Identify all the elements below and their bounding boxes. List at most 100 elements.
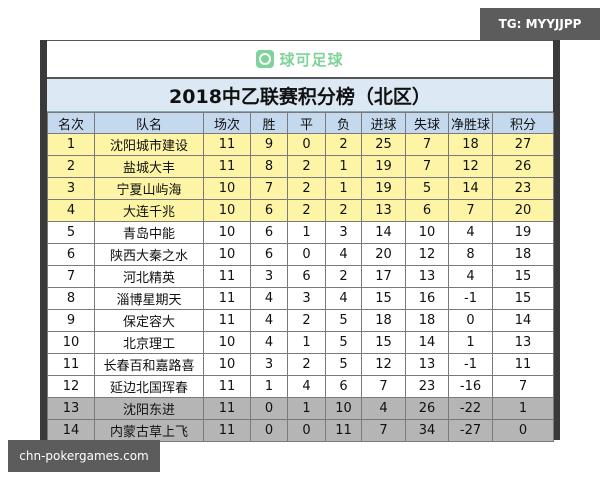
cell-team: 长春百和嘉路喜 <box>94 353 204 376</box>
table-row: 6 陕西大秦之水 10 6 0 4 20 12 8 18 <box>47 243 554 266</box>
table-row: 1 沈阳城市建设 11 9 0 2 25 7 18 27 <box>47 133 554 156</box>
cell-rank: 7 <box>47 265 95 288</box>
cell-goal-diff: 1 <box>448 331 493 354</box>
cell-wins: 7 <box>250 177 288 200</box>
cell-rank: 14 <box>47 419 95 442</box>
cell-team: 淄博星期天 <box>94 287 204 310</box>
cell-losses: 4 <box>325 287 362 310</box>
cell-draws: 2 <box>287 177 326 200</box>
cell-wins: 3 <box>250 353 288 376</box>
col-points: 积分 <box>492 112 554 134</box>
cell-goal-diff: -22 <box>448 397 493 420</box>
cell-losses: 5 <box>325 309 362 332</box>
cell-goal-diff: 0 <box>448 309 493 332</box>
cell-points: 11 <box>492 353 554 376</box>
cell-losses: 1 <box>325 177 362 200</box>
cell-wins: 4 <box>250 287 288 310</box>
cell-goal-diff: 4 <box>448 265 493 288</box>
cell-rank: 2 <box>47 155 95 178</box>
cell-draws: 2 <box>287 309 326 332</box>
header-row: 名次 队名 场次 胜 平 负 进球 失球 净胜球 积分 <box>47 112 554 134</box>
standings-table: 名次 队名 场次 胜 平 负 进球 失球 净胜球 积分 1 沈阳城市建设 11 9 0 2… <box>47 112 554 442</box>
cell-rank: 12 <box>47 375 95 398</box>
cell-team: 河北精英 <box>94 265 204 288</box>
cell-wins: 4 <box>250 309 288 332</box>
col-played: 场次 <box>203 112 251 134</box>
cell-played: 10 <box>203 243 251 266</box>
cell-team: 保定容大 <box>94 309 204 332</box>
cell-goals-against: 16 <box>405 287 449 310</box>
cell-points: 20 <box>492 199 554 222</box>
standings-card: 球可足球 2018中乙联赛积分榜（北区） 名次 队名 场次 胜 平 负 进球 失… <box>47 40 554 442</box>
cell-goals-against: 5 <box>405 177 449 200</box>
col-rank: 名次 <box>47 112 95 134</box>
cell-points: 15 <box>492 265 554 288</box>
cell-losses: 2 <box>325 133 362 156</box>
table-row: 4 大连千兆 10 6 2 2 13 6 7 20 <box>47 199 554 222</box>
table-row: 10 北京理工 10 4 1 5 15 14 1 13 <box>47 331 554 354</box>
watermark-site: chn-pokergames.com <box>8 440 160 472</box>
cell-played: 11 <box>203 375 251 398</box>
cell-played: 10 <box>203 221 251 244</box>
cell-played: 10 <box>203 177 251 200</box>
cell-losses: 4 <box>325 243 362 266</box>
logo-bar: 球可足球 <box>47 41 553 79</box>
cell-losses: 3 <box>325 221 362 244</box>
cell-draws: 2 <box>287 353 326 376</box>
cell-losses: 11 <box>325 419 362 442</box>
cell-points: 13 <box>492 331 554 354</box>
cell-goals-against: 23 <box>405 375 449 398</box>
cell-losses: 2 <box>325 199 362 222</box>
cell-played: 10 <box>203 199 251 222</box>
cell-points: 15 <box>492 287 554 310</box>
cell-draws: 2 <box>287 155 326 178</box>
cell-rank: 5 <box>47 221 95 244</box>
cell-wins: 0 <box>250 419 288 442</box>
cell-goals-for: 17 <box>361 265 406 288</box>
cell-played: 11 <box>203 287 251 310</box>
cell-wins: 3 <box>250 265 288 288</box>
cell-goal-diff: -16 <box>448 375 493 398</box>
cell-goals-for: 14 <box>361 221 406 244</box>
cell-team: 青岛中能 <box>94 221 204 244</box>
table-row: 5 青岛中能 10 6 1 3 14 10 4 19 <box>47 221 554 244</box>
col-goal-diff: 净胜球 <box>448 112 493 134</box>
cell-goal-diff: 7 <box>448 199 493 222</box>
cell-team: 沈阳东进 <box>94 397 204 420</box>
cell-points: 0 <box>492 419 554 442</box>
cell-wins: 6 <box>250 199 288 222</box>
cell-wins: 6 <box>250 221 288 244</box>
cell-points: 19 <box>492 221 554 244</box>
cell-rank: 3 <box>47 177 95 200</box>
cell-goals-for: 19 <box>361 177 406 200</box>
cell-played: 11 <box>203 155 251 178</box>
cell-team: 盐城大丰 <box>94 155 204 178</box>
cell-losses: 6 <box>325 375 362 398</box>
col-team: 队名 <box>94 112 204 134</box>
table-row: 8 淄博星期天 11 4 3 4 15 16 -1 15 <box>47 287 554 310</box>
cell-goals-for: 4 <box>361 397 406 420</box>
col-goals-against: 失球 <box>405 112 449 134</box>
cell-goal-diff: 14 <box>448 177 493 200</box>
cell-goals-for: 7 <box>361 375 406 398</box>
cell-points: 7 <box>492 375 554 398</box>
cell-played: 10 <box>203 331 251 354</box>
cell-team: 内蒙古草上飞 <box>94 419 204 442</box>
cell-goal-diff: -27 <box>448 419 493 442</box>
cell-goals-for: 13 <box>361 199 406 222</box>
cell-losses: 10 <box>325 397 362 420</box>
cell-team: 沈阳城市建设 <box>94 133 204 156</box>
cell-goal-diff: -1 <box>448 287 493 310</box>
table-row: 12 延边北国珲春 11 1 4 6 7 23 -16 7 <box>47 375 554 398</box>
table-row: 7 河北精英 11 3 6 2 17 13 4 15 <box>47 265 554 288</box>
cell-rank: 6 <box>47 243 95 266</box>
cell-goals-for: 25 <box>361 133 406 156</box>
table-row: 13 沈阳东进 11 0 1 10 4 26 -22 1 <box>47 397 554 420</box>
cell-team: 大连千兆 <box>94 199 204 222</box>
cell-points: 26 <box>492 155 554 178</box>
table-row: 14 内蒙古草上飞 11 0 0 11 7 34 -27 0 <box>47 419 554 442</box>
cell-goal-diff: -1 <box>448 353 493 376</box>
cell-draws: 0 <box>287 419 326 442</box>
cell-draws: 0 <box>287 243 326 266</box>
table-title: 2018中乙联赛积分榜（北区） <box>47 79 553 112</box>
